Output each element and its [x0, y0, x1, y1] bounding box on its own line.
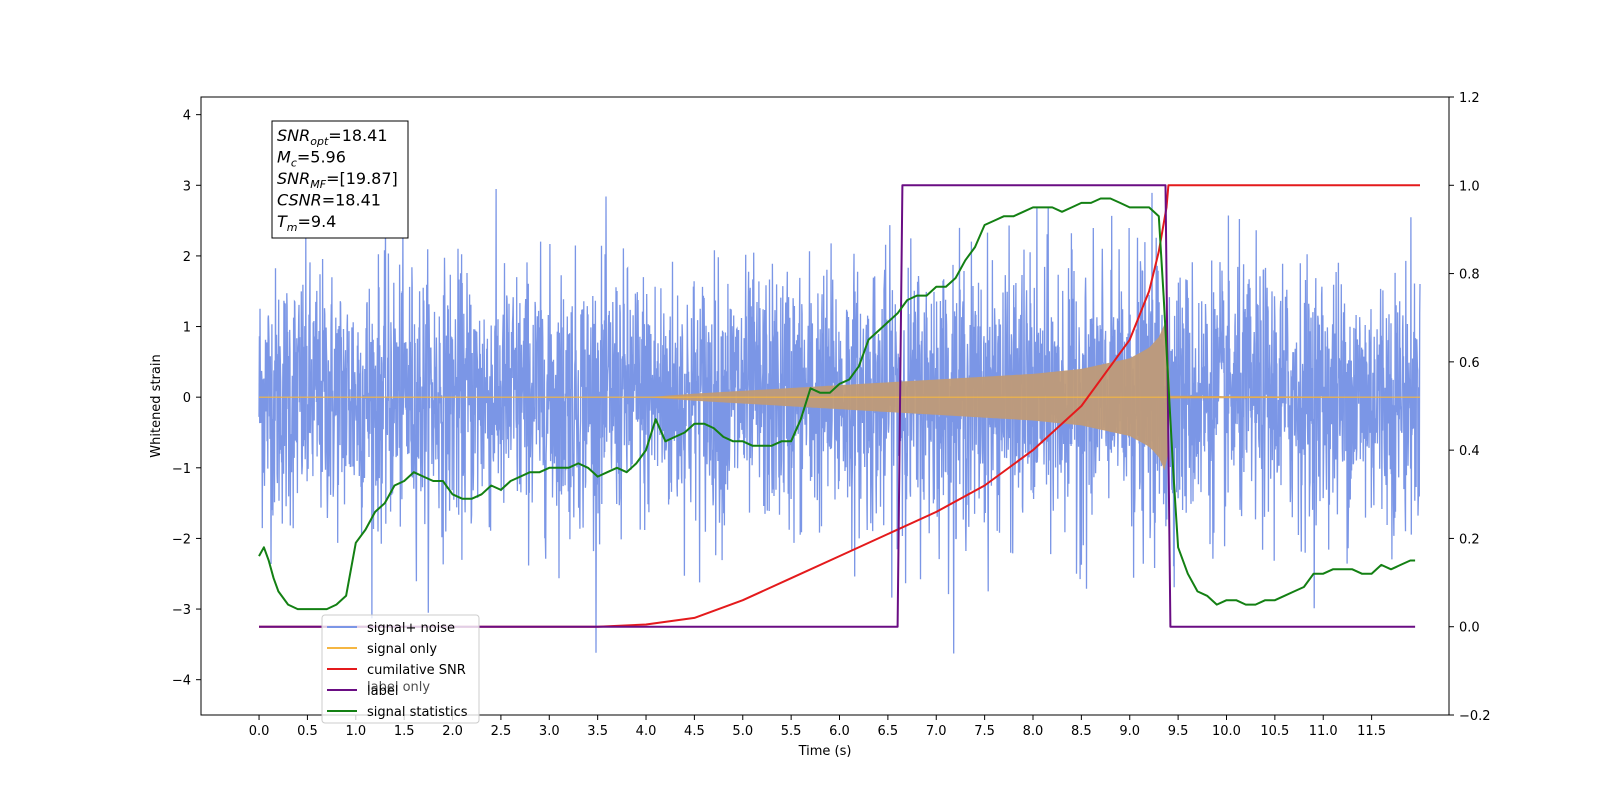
- x-tick-label: 4.5: [684, 724, 705, 739]
- legend-label: signal statistics: [367, 705, 468, 720]
- y-right-tick-label: 0.2: [1459, 532, 1480, 547]
- y-right-tick-label: 0.4: [1459, 444, 1480, 459]
- annotation-box: SNRopt=18.41Mc=5.96SNRMF=[19.87]CSNR=18.…: [271, 120, 409, 239]
- legend-frame: [321, 614, 480, 724]
- y-right-axis: 1.2 1.0 0.8 0.6 0.4 0.2 0.0 −0.2: [1449, 91, 1491, 724]
- x-tick-label: 4.0: [636, 724, 657, 739]
- x-tick-label: 3.0: [539, 724, 560, 739]
- signal-statistics-line: [258, 197, 1416, 611]
- overlay-lines: [258, 184, 1420, 628]
- x-tick-label: 9.5: [1168, 724, 1189, 739]
- y-left-tick-label: 2: [183, 250, 191, 265]
- legend-label: signal+ noise: [367, 621, 455, 636]
- y-left-tick-label: −3: [172, 603, 191, 618]
- plot-frame: [200, 96, 1450, 716]
- legend: label only signal+ noise signal only cumila…: [321, 614, 480, 724]
- x-tick-label: 3.5: [587, 724, 608, 739]
- y-left-tick-label: 3: [183, 179, 191, 194]
- x-tick-label: 10.0: [1212, 724, 1241, 739]
- x-tick-label: 2.5: [491, 724, 512, 739]
- y-left-tick-label: −1: [172, 462, 191, 477]
- legend-label: signal only: [367, 642, 437, 657]
- annotation-frame: [271, 120, 409, 239]
- y-left-tick-label: −2: [172, 532, 191, 547]
- y-left-tick-label: 1: [183, 321, 191, 336]
- annotation-line: Tm=9.4: [277, 212, 336, 234]
- x-tick-label: 6.5: [878, 724, 899, 739]
- y-axis-title: Whitened strain: [149, 354, 164, 457]
- x-tick-label: 6.0: [829, 724, 850, 739]
- x-axis-title: Time (s): [798, 744, 852, 759]
- y-right-tick-label: 0.8: [1459, 268, 1480, 283]
- signal-plus-noise-series: [258, 188, 1421, 654]
- x-tick-label: 8.0: [1023, 724, 1044, 739]
- y-left-tick-label: 4: [183, 109, 191, 124]
- y-right-tick-label: −0.2: [1459, 709, 1491, 724]
- y-right-tick-label: 1.0: [1459, 179, 1480, 194]
- x-tick-label: 5.0: [732, 724, 753, 739]
- x-tick-label: 2.0: [442, 724, 463, 739]
- x-tick-label: 1.0: [345, 724, 366, 739]
- y-right-tick-label: 0.0: [1459, 621, 1480, 636]
- x-tick-label: 11.0: [1309, 724, 1338, 739]
- legend-label: cumilative SNR: [367, 663, 466, 678]
- x-tick-label: 11.5: [1357, 724, 1386, 739]
- annotation-line: SNRMF=[19.87]: [277, 169, 398, 191]
- y-left-tick-label: 0: [183, 391, 191, 406]
- x-tick-label: 7.5: [974, 724, 995, 739]
- y-right-tick-label: 0.6: [1459, 356, 1480, 371]
- legend-label: label: [367, 684, 398, 699]
- annotation-line: Mc=5.96: [277, 148, 346, 170]
- annotation-line: SNRopt=18.41: [277, 126, 388, 148]
- y-left-axis: 4 3 2 1 0 −1 −2 −3 −4: [172, 109, 201, 689]
- x-tick-label: 5.5: [781, 724, 802, 739]
- x-tick-label: 7.0: [926, 724, 947, 739]
- y-left-tick-label: −4: [172, 674, 191, 689]
- x-tick-label: 8.5: [1071, 724, 1092, 739]
- signal-plus-noise-line: [258, 188, 1421, 654]
- x-tick-label: 9.0: [1119, 724, 1140, 739]
- x-tick-label: 0.0: [249, 724, 270, 739]
- signal-only-series: [259, 323, 1420, 471]
- x-tick-label: 1.5: [394, 724, 415, 739]
- y-right-tick-label: 1.2: [1459, 91, 1480, 106]
- x-tick-label: 10.5: [1260, 724, 1289, 739]
- legend-underlay-text: label only: [367, 680, 430, 695]
- x-axis: 0.0 0.5 1.0 1.5 2.0 2.5 3.0 3.5 4.0 4.5 5.0 5.5 6.0 6…: [249, 715, 1386, 739]
- annotation-line: CSNR=18.41: [277, 191, 381, 210]
- x-tick-label: 0.5: [297, 724, 318, 739]
- label-line: [259, 184, 1416, 628]
